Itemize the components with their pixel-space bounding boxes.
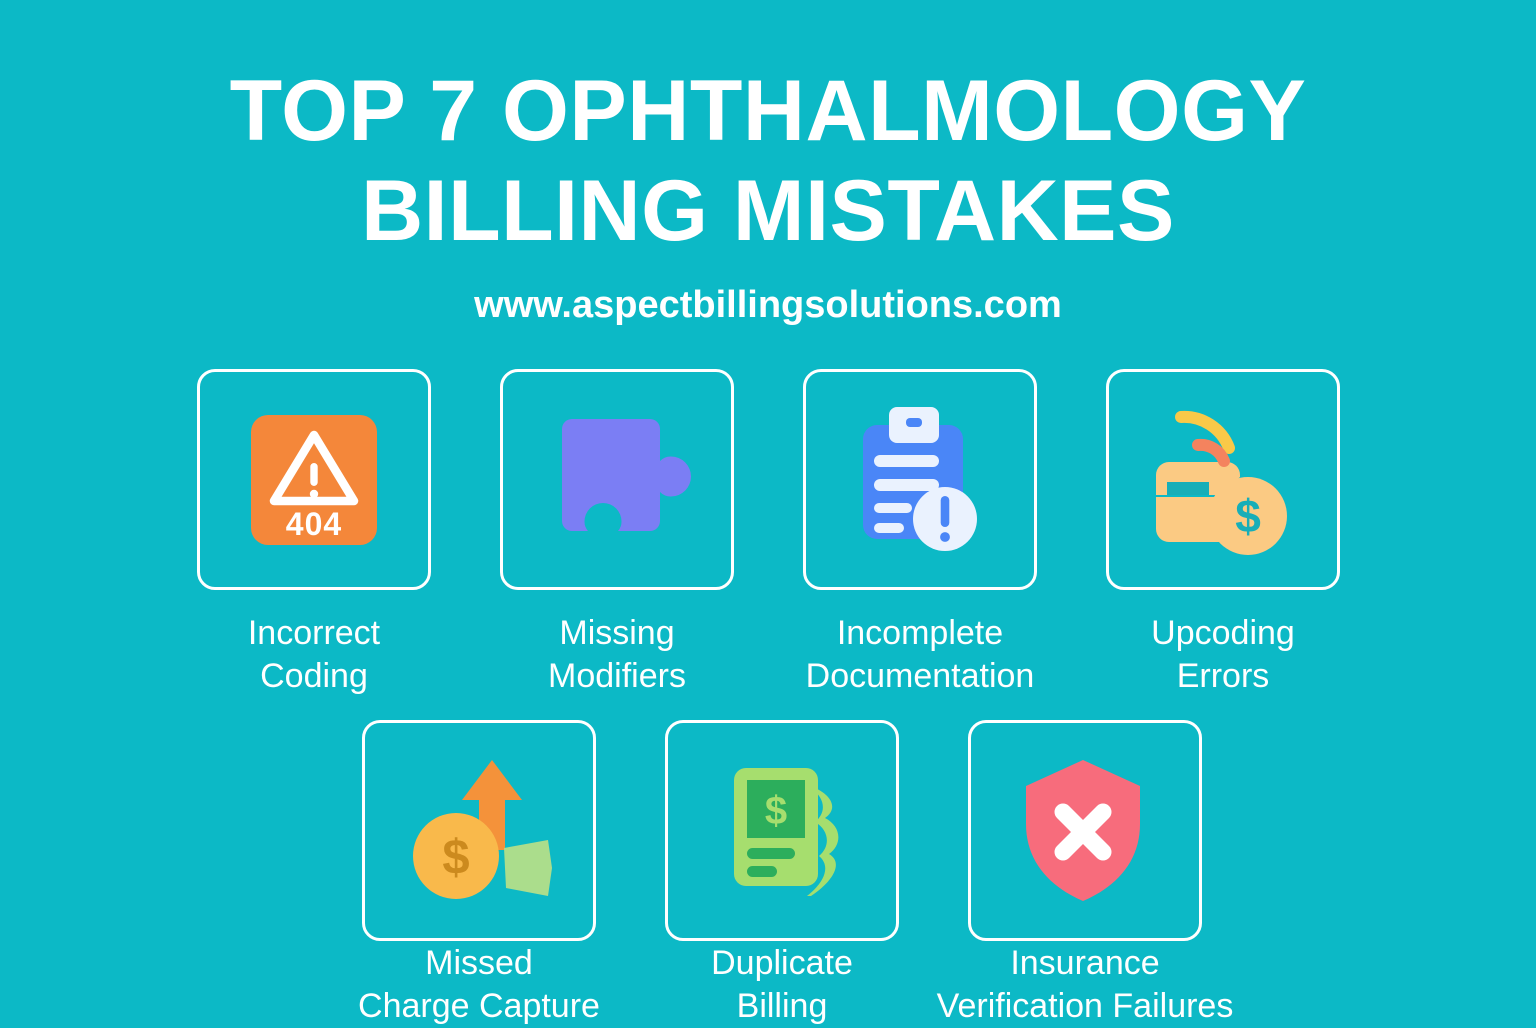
svg-text:$: $ bbox=[765, 789, 787, 833]
svg-text:$: $ bbox=[1235, 490, 1261, 542]
svg-text:404: 404 bbox=[286, 506, 342, 542]
svg-text:$: $ bbox=[442, 831, 469, 885]
